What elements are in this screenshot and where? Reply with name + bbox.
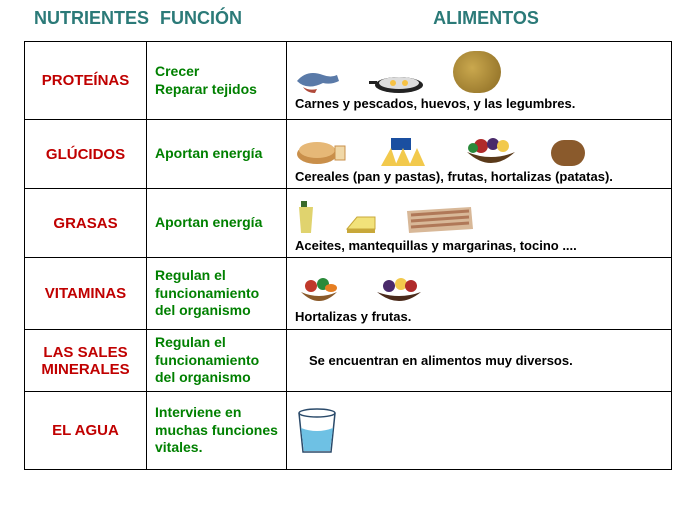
- alimentos-cell: Cereales (pan y pastas), frutas, hortali…: [287, 120, 672, 189]
- funcion-cell: Aportan energía: [147, 120, 287, 189]
- table-row: PROTEÍNAS CrecerReparar tejidos Carnes y…: [25, 42, 672, 120]
- funcion-cell: Regulan el funcionamiento del organismo: [147, 258, 287, 330]
- alimentos-text: Se encuentran en alimentos muy diversos.: [309, 353, 663, 368]
- food-icons: [295, 264, 663, 306]
- bacon-icon: [405, 205, 475, 235]
- potato-icon: [551, 140, 585, 166]
- table-row: EL AGUA Interviene en muchas funciones v…: [25, 392, 672, 470]
- alimentos-cell: Aceites, mantequillas y margarinas, toci…: [287, 189, 672, 258]
- nutrients-table-page: NUTRIENTES FUNCIÓN ALIMENTOS PROTEÍNAS C…: [0, 0, 696, 482]
- funcion-cell: Aportan energía: [147, 189, 287, 258]
- alimentos-cell: Se encuentran en alimentos muy diversos.: [287, 330, 672, 392]
- nutriente-cell: PROTEÍNAS: [25, 42, 147, 120]
- legumes-icon: [453, 51, 501, 93]
- alimentos-text: Aceites, mantequillas y margarinas, toci…: [295, 238, 663, 253]
- food-icons: [295, 404, 663, 454]
- fish-meat-icon: [295, 67, 341, 93]
- alimentos-cell: [287, 392, 672, 470]
- table-row: VITAMINAS Regulan el funcionamiento del …: [25, 258, 672, 330]
- funcion-cell: Regulan el funcionamiento del organismo: [147, 330, 287, 392]
- nutriente-cell: VITAMINAS: [25, 258, 147, 330]
- nutriente-cell: LAS SALES MINERALES: [25, 330, 147, 392]
- fruit-bowl-icon: [459, 134, 523, 166]
- alimentos-cell: Carnes y pescados, huevos, y las legumbr…: [287, 42, 672, 120]
- butter-icon: [345, 213, 377, 235]
- vegetables-basket-icon: [295, 274, 343, 306]
- header-alimentos: ALIMENTOS: [300, 8, 672, 29]
- alimentos-text: Carnes y pescados, huevos, y las legumbr…: [295, 96, 663, 111]
- alimentos-cell: Hortalizas y frutas.: [287, 258, 672, 330]
- fruit-basket-icon: [371, 276, 427, 306]
- nutrients-table: PROTEÍNAS CrecerReparar tejidos Carnes y…: [24, 41, 672, 470]
- header-row: NUTRIENTES FUNCIÓN ALIMENTOS: [24, 8, 672, 29]
- water-glass-icon: [295, 408, 339, 454]
- alimentos-text: Hortalizas y frutas.: [295, 309, 663, 324]
- header-funcion: FUNCIÓN: [160, 8, 300, 29]
- oil-bottle-icon: [295, 201, 317, 235]
- food-icons: [295, 124, 663, 166]
- nutriente-cell: GRASAS: [25, 189, 147, 258]
- food-icons: [295, 193, 663, 235]
- funcion-cell: CrecerReparar tejidos: [147, 42, 287, 120]
- funcion-cell: Interviene en muchas funciones vitales.: [147, 392, 287, 470]
- header-nutrientes: NUTRIENTES: [24, 8, 160, 29]
- pasta-icon: [377, 138, 431, 166]
- table-row: GRASAS Aportan energía Aceites, mantequi…: [25, 189, 672, 258]
- table-row: GLÚCIDOS Aportan energía Cereales (pan y…: [25, 120, 672, 189]
- alimentos-text: Cereales (pan y pastas), frutas, hortali…: [295, 169, 663, 184]
- table-row: LAS SALES MINERALES Regulan el funcionam…: [25, 330, 672, 392]
- bread-icon: [295, 136, 349, 166]
- nutriente-cell: EL AGUA: [25, 392, 147, 470]
- pan-eggs-icon: [369, 71, 425, 93]
- nutriente-cell: GLÚCIDOS: [25, 120, 147, 189]
- funcion-text: CrecerReparar tejidos: [155, 63, 257, 97]
- food-icons: [295, 51, 663, 93]
